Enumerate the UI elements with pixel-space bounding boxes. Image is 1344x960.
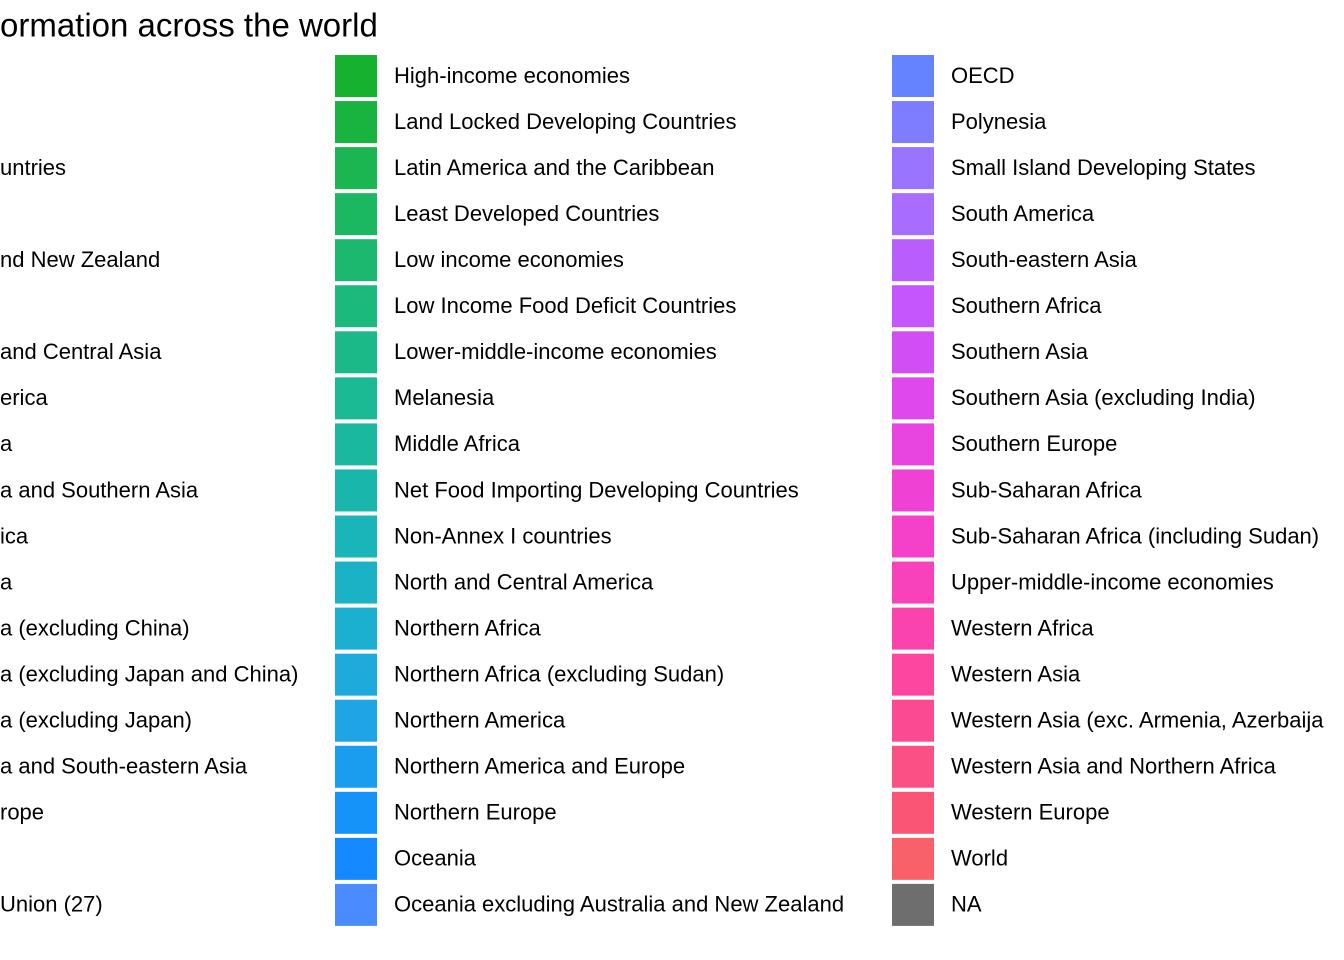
legend-swatch [335,883,377,926]
legend-label: a and South-eastern Asia [0,754,248,779]
legend-label: Land Locked Developing Countries [394,109,736,134]
legend-swatch [892,837,934,880]
legend-label: Western Asia and Northern Africa [951,754,1277,779]
legend-label: Non-Annex I countries [394,523,612,548]
legend-label: World [951,846,1008,871]
legend-swatch [892,883,934,926]
legend-swatch [335,55,377,97]
legend-swatch [892,561,934,604]
legend-swatch [335,469,377,512]
legend-label: Southern Asia (excluding India) [951,385,1256,410]
legend-swatch [335,377,377,420]
legend-label: nd New Zealand [0,247,160,272]
legend-swatch [892,745,934,788]
legend-label: Middle Africa [394,431,521,456]
legend-swatch [335,653,377,696]
legend-label: Sub-Saharan Africa (including Sudan) [951,523,1319,548]
legend-swatch [335,239,377,282]
legend-label: Oceania excluding Australia and New Zeal… [394,892,844,917]
legend-label: and Central Asia [0,339,162,364]
legend-label: Lower-middle-income economies [394,339,717,364]
legend-swatch [335,285,377,328]
legend-label: rope [0,800,44,825]
legend-label: Southern Africa [951,293,1102,318]
legend-swatch [892,653,934,696]
legend-label: High-income economies [394,63,630,88]
legend-label: Low income economies [394,247,624,272]
legend-label: a (excluding Japan) [0,708,192,733]
legend-swatch [335,607,377,650]
legend-swatch [335,745,377,788]
legend-label: Northern Africa [394,615,541,640]
legend-label: Southern Asia [951,339,1089,364]
legend-label: a (excluding Japan and China) [0,661,298,686]
legend-swatch [335,837,377,880]
legend-label: a and Southern Asia [0,477,199,502]
legend-label: South-eastern Asia [951,247,1138,272]
legend-swatch [892,791,934,834]
legend-label: Least Developed Countries [394,201,659,226]
legend-label: OECD [951,63,1015,88]
legend-label: Southern Europe [951,431,1117,456]
legend-label: Western Asia (exc. Armenia, Azerbaija [951,708,1324,733]
legend-swatch [892,101,934,144]
legend-swatch [892,469,934,512]
legend-swatch [335,561,377,604]
legend-swatch [892,147,934,190]
legend-label: a [0,431,13,456]
legend-swatch [892,607,934,650]
legend-swatch [892,55,934,97]
legend-label: Northern America and Europe [394,754,685,779]
legend-swatch [335,699,377,742]
legend-title: ormation across the world [0,7,378,44]
legend-swatch [892,515,934,558]
legend-label: Western Europe [951,800,1110,825]
legend-label: Small Island Developing States [951,155,1256,180]
legend-swatch [892,423,934,466]
legend-swatch [892,331,934,374]
legend-label: Net Food Importing Developing Countries [394,477,799,502]
legend-label: Latin America and the Caribbean [394,155,714,180]
legend-label: Upper-middle-income economies [951,569,1274,594]
legend-label: Melanesia [394,385,495,410]
legend-swatch [892,239,934,282]
legend-label: a [0,569,13,594]
legend-label: Northern Europe [394,800,557,825]
legend-label: North and Central America [394,569,654,594]
legend-label: Western Africa [951,615,1094,640]
legend-swatch [892,377,934,420]
legend-swatch [892,285,934,328]
legend-swatch [892,193,934,236]
legend-label: South America [951,201,1095,226]
legend-swatch [335,147,377,190]
legend-label: Sub-Saharan Africa [951,477,1143,502]
legend-swatch [892,699,934,742]
legend-label: Northern America [394,708,566,733]
legend-label: Western Asia [951,661,1081,686]
legend-label: Oceania [394,846,477,871]
legend-swatch [335,791,377,834]
legend-swatch [335,423,377,466]
legend-swatch [335,101,377,144]
legend-label: Northern Africa (excluding Sudan) [394,661,724,686]
legend-swatch [335,193,377,236]
legend-swatch [335,515,377,558]
legend-label: NA [951,892,982,917]
legend-label: ica [0,523,29,548]
legend-label: Polynesia [951,109,1047,134]
legend-label: Low Income Food Deficit Countries [394,293,736,318]
legend-label: erica [0,385,48,410]
legend-label: Union (27) [0,892,103,917]
legend-swatch [335,331,377,374]
legend-label: untries [0,155,66,180]
legend-label: a (excluding China) [0,615,190,640]
